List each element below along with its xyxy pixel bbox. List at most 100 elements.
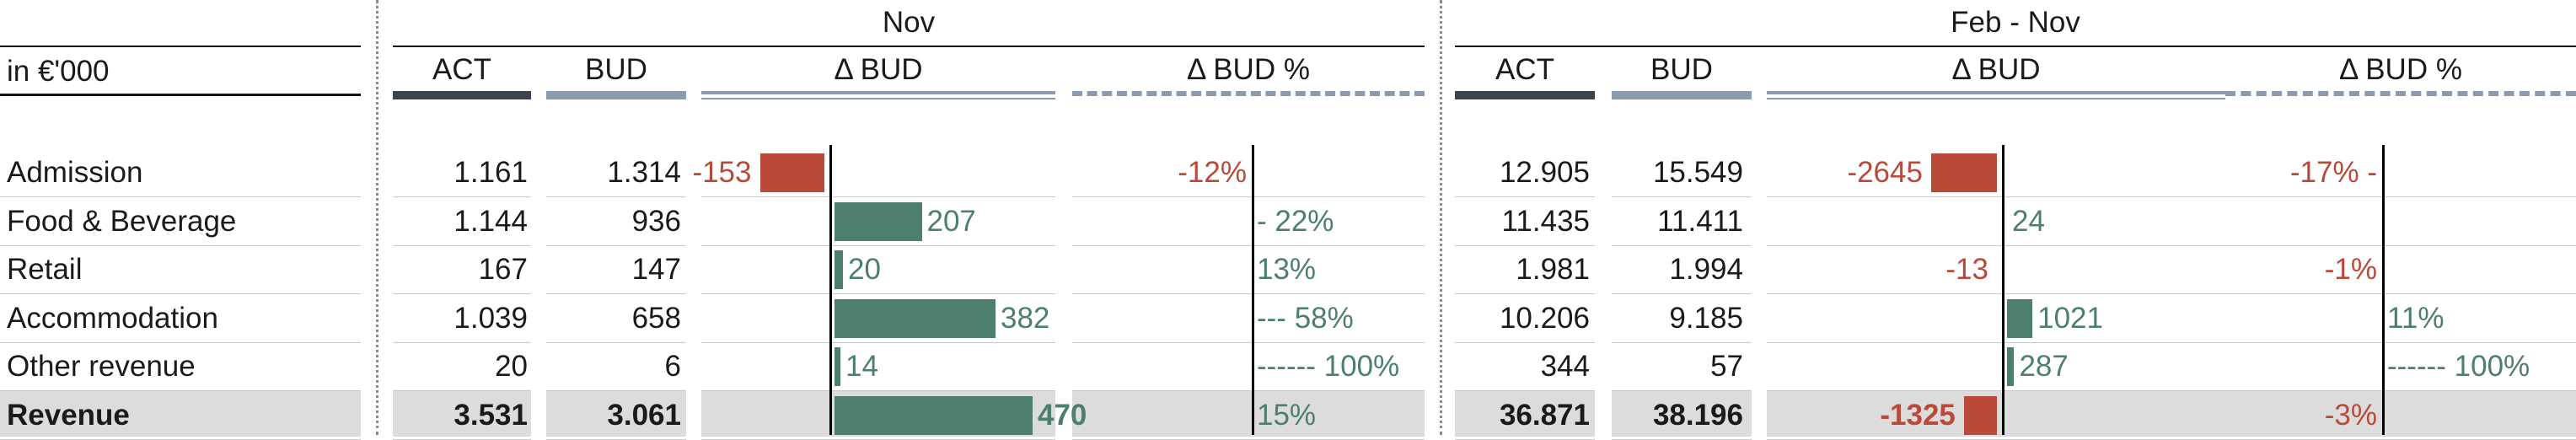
row-divider: [2225, 342, 2576, 343]
act-value: 1.039: [453, 302, 528, 335]
bud-value: 1.314: [607, 156, 681, 189]
period-title: Nov: [882, 6, 936, 39]
row-divider: [1767, 245, 2225, 246]
delta-pct-label: -3%: [2324, 399, 2377, 432]
column-header: BUD: [1650, 53, 1713, 86]
row-divider: [546, 293, 686, 294]
delta-label: -2645: [1847, 156, 1923, 189]
bud-value: 936: [631, 205, 681, 238]
delta-label: 14: [845, 350, 878, 383]
row-divider: [393, 390, 531, 391]
delta-label: -13: [1945, 253, 1988, 286]
row-divider: [2225, 293, 2576, 294]
delta-pct-label: -12%: [1178, 156, 1247, 189]
total-row-shade-labels: [0, 391, 361, 437]
row-divider: [2225, 390, 2576, 391]
delta-label: -153: [692, 156, 752, 189]
row-divider: [1612, 390, 1752, 391]
unit-header-underline: [0, 94, 361, 96]
delta-bar: [759, 153, 824, 192]
act-value: 12.905: [1499, 156, 1590, 189]
delta-pct-label: - 22%: [1257, 205, 1334, 238]
delta-pct-axis: [1252, 145, 1254, 435]
row-label: Accommodation: [7, 302, 218, 335]
total-row-shade: [1455, 391, 1595, 437]
delta-bar: [835, 202, 922, 241]
delta-pct-label: --- 58%: [1257, 302, 1354, 335]
delta-pct-underline: [2225, 91, 2576, 96]
row-label: Admission: [7, 156, 143, 189]
row-divider: [546, 342, 686, 343]
bud-value: 9.185: [1669, 302, 1743, 335]
act-value: 11.435: [1501, 205, 1590, 238]
row-divider: [393, 293, 531, 294]
act-value: 1.161: [453, 156, 528, 189]
act-value: 20: [495, 350, 528, 383]
delta-pct-label: -17% -: [2289, 156, 2377, 189]
act-underline: [393, 91, 531, 99]
delta-pct-underline: [1072, 91, 1425, 96]
bud-value: 3.061: [607, 399, 681, 432]
period-title-rule: [1455, 46, 2576, 47]
delta-pct-label: -1%: [2324, 253, 2377, 286]
act-value: 36.871: [1499, 399, 1590, 432]
delta-label: 207: [926, 205, 976, 238]
row-divider: [393, 196, 531, 197]
delta-label: -1325: [1880, 399, 1956, 432]
row-divider: [0, 196, 361, 197]
delta-underline: [701, 91, 1055, 99]
delta-axis: [829, 145, 832, 435]
delta-bar: [835, 299, 996, 338]
row-divider: [701, 390, 1055, 391]
delta-pct-label: ------ 100%: [1257, 350, 1400, 383]
row-divider: [0, 390, 361, 391]
delta-label: 1021: [2037, 302, 2103, 335]
total-row-shade: [393, 391, 531, 437]
unit-header-rule: [0, 46, 361, 47]
period-title-rule: [393, 46, 1425, 47]
period-title: Feb - Nov: [1951, 6, 2080, 39]
bud-value: 1.994: [1669, 253, 1743, 286]
row-divider: [1612, 245, 1752, 246]
total-row-shade: [1072, 391, 1425, 437]
row-label: Food & Beverage: [7, 205, 237, 238]
delta-label: 24: [2012, 205, 2045, 238]
act-value: 10.206: [1499, 302, 1590, 335]
row-divider: [1455, 245, 1595, 246]
row-divider: [546, 390, 686, 391]
column-header: ACT: [1495, 53, 1554, 86]
bud-value: 11.411: [1657, 205, 1743, 238]
delta-pct-label: 11%: [2387, 302, 2445, 335]
row-divider: [1455, 293, 1595, 294]
total-row-shade: [2225, 391, 2576, 437]
row-label: Retail: [7, 253, 83, 286]
delta-bar: [2007, 299, 2033, 338]
row-divider: [0, 245, 361, 246]
row-divider: [2225, 245, 2576, 246]
row-divider: [1455, 342, 1595, 343]
bud-value: 38.196: [1652, 399, 1743, 432]
row-divider: [1612, 293, 1752, 294]
row-divider: [393, 342, 531, 343]
bud-value: 147: [631, 253, 681, 286]
row-divider: [1767, 390, 2225, 391]
row-divider: [1072, 390, 1425, 391]
total-row-shade: [1612, 391, 1752, 437]
column-header: Δ BUD %: [1187, 53, 1310, 86]
bud-value: 15.549: [1652, 156, 1743, 189]
delta-underline: [1767, 91, 2225, 99]
delta-label: 470: [1038, 399, 1087, 432]
row-divider: [1612, 342, 1752, 343]
delta-axis: [2002, 145, 2004, 435]
row-divider: [701, 293, 1055, 294]
row-divider: [1072, 245, 1425, 246]
column-header: BUD: [585, 53, 647, 86]
row-divider: [2225, 196, 2576, 197]
act-value: 1.144: [453, 205, 528, 238]
act-value: 3.531: [453, 399, 528, 432]
separator-mid: [1440, 0, 1442, 435]
row-divider: [1455, 196, 1595, 197]
unit-label: in €'000: [7, 55, 110, 88]
delta-label: 287: [2019, 350, 2069, 383]
